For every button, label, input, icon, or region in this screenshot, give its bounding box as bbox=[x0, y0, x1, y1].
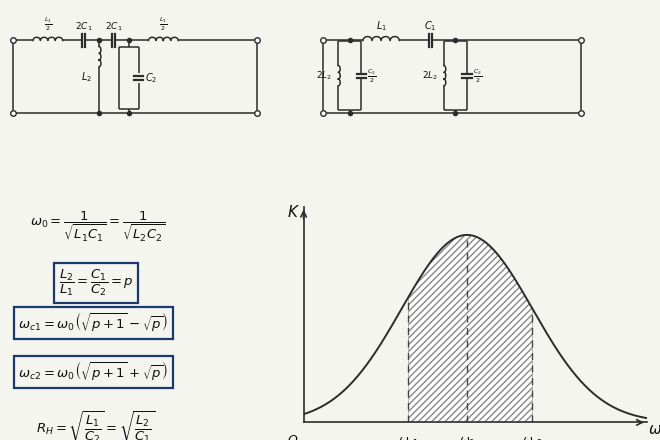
Text: $2L_2$: $2L_2$ bbox=[422, 70, 438, 82]
Text: $L_1$: $L_1$ bbox=[376, 19, 387, 33]
Text: $R_H = \sqrt{\dfrac{L_1}{C_2}} = \sqrt{\dfrac{L_2}{C_1}}$: $R_H = \sqrt{\dfrac{L_1}{C_2}} = \sqrt{\… bbox=[36, 410, 155, 440]
Text: $2C_1$: $2C_1$ bbox=[75, 21, 92, 33]
Text: $L_2$: $L_2$ bbox=[81, 70, 92, 84]
Text: $\omega_{c1}$: $\omega_{c1}$ bbox=[398, 436, 418, 440]
Text: $\frac{C_2}{2}$: $\frac{C_2}{2}$ bbox=[367, 67, 377, 84]
Text: $K$: $K$ bbox=[287, 204, 300, 220]
Text: $\frac{L_1}{2}$: $\frac{L_1}{2}$ bbox=[44, 15, 52, 33]
Text: $\omega_0 = \dfrac{1}{\sqrt{L_1 C_1}} = \dfrac{1}{\sqrt{L_2 C_2}}$: $\omega_0 = \dfrac{1}{\sqrt{L_1 C_1}} = … bbox=[30, 209, 165, 244]
Text: $\omega_0$: $\omega_0$ bbox=[459, 436, 475, 440]
Text: $\omega_{c1} = \omega_0\left(\sqrt{p+1}-\sqrt{p}\right)$: $\omega_{c1} = \omega_0\left(\sqrt{p+1}-… bbox=[18, 312, 168, 334]
Text: $2C_1$: $2C_1$ bbox=[105, 21, 122, 33]
Text: $C_1$: $C_1$ bbox=[424, 19, 436, 33]
Text: $\frac{L_1}{2}$: $\frac{L_1}{2}$ bbox=[159, 15, 168, 33]
Text: $\dfrac{L_2}{L_1} = \dfrac{C_1}{C_2} = p$: $\dfrac{L_2}{L_1} = \dfrac{C_1}{C_2} = p… bbox=[59, 268, 133, 298]
Text: $\omega$: $\omega$ bbox=[648, 422, 660, 437]
Text: $\omega_{c2}$: $\omega_{c2}$ bbox=[522, 436, 543, 440]
Text: $2L_2$: $2L_2$ bbox=[316, 70, 333, 82]
Text: $\omega_{c2} = \omega_0\left(\sqrt{p+1}+\sqrt{p}\right)$: $\omega_{c2} = \omega_0\left(\sqrt{p+1}+… bbox=[18, 361, 168, 383]
Text: $\frac{C_2}{2}$: $\frac{C_2}{2}$ bbox=[473, 67, 482, 84]
Text: $C_2$: $C_2$ bbox=[145, 71, 157, 85]
Text: $O$: $O$ bbox=[287, 434, 299, 440]
